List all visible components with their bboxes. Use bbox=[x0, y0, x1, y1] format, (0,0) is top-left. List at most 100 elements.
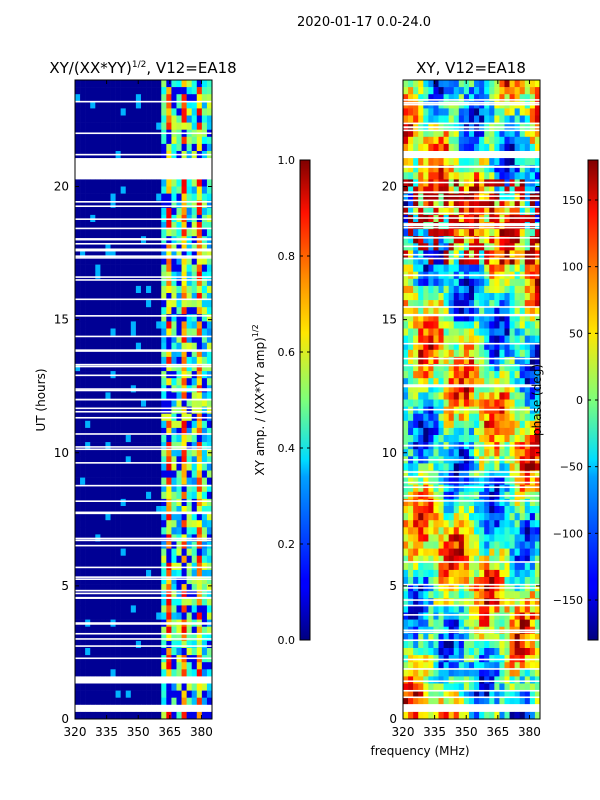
heatmap-cell bbox=[201, 321, 208, 329]
heatmap-cell bbox=[433, 349, 439, 358]
heatmap-cell bbox=[468, 633, 475, 642]
heatmap-cell bbox=[448, 534, 455, 542]
flagged-row bbox=[75, 484, 212, 487]
heatmap-cell bbox=[100, 108, 106, 116]
heatmap-cell bbox=[438, 676, 444, 684]
heatmap-cell bbox=[85, 285, 91, 294]
heatmap-cell bbox=[438, 385, 444, 393]
heatmap-cell bbox=[428, 399, 434, 407]
heatmap-cell bbox=[438, 136, 444, 145]
heatmap-cell bbox=[534, 612, 541, 620]
heatmap-cell bbox=[120, 477, 127, 485]
heatmap-cell bbox=[494, 690, 500, 698]
heatmap-cell bbox=[418, 569, 424, 578]
heatmap-cell bbox=[468, 151, 475, 159]
heatmap-cell bbox=[514, 364, 520, 372]
heatmap-cell bbox=[105, 293, 111, 301]
heatmap-cell bbox=[448, 151, 455, 159]
heatmap-cell bbox=[468, 278, 475, 287]
heatmap-cell bbox=[120, 584, 127, 592]
heatmap-cell bbox=[166, 293, 172, 301]
heatmap-cell bbox=[85, 498, 91, 507]
heatmap-cell bbox=[519, 236, 526, 244]
heatmap-cell bbox=[146, 200, 152, 209]
heatmap-cell bbox=[529, 328, 536, 336]
heatmap-cell bbox=[80, 378, 86, 386]
heatmap-cell bbox=[146, 378, 152, 386]
heatmap-cell bbox=[448, 392, 455, 400]
heatmap-cell bbox=[206, 257, 213, 265]
heatmap-cell bbox=[448, 527, 455, 535]
heatmap-cell bbox=[519, 278, 526, 287]
heatmap-cell bbox=[130, 364, 137, 372]
heatmap-cell bbox=[95, 662, 101, 670]
heatmap-cell bbox=[453, 498, 460, 507]
heatmap-cell bbox=[534, 555, 541, 564]
heatmap-cell bbox=[509, 207, 515, 216]
heatmap-cell bbox=[201, 193, 208, 201]
heatmap-cell bbox=[443, 513, 449, 521]
heatmap-cell bbox=[423, 470, 429, 478]
heatmap-cell bbox=[90, 569, 96, 578]
heatmap-cell bbox=[403, 136, 409, 145]
heatmap-cell bbox=[135, 172, 142, 180]
heatmap-cell bbox=[443, 356, 449, 365]
heatmap-cell bbox=[176, 285, 182, 294]
heatmap-cell bbox=[484, 605, 490, 613]
heatmap-cell bbox=[140, 314, 147, 322]
heatmap-cell bbox=[100, 300, 106, 308]
heatmap-cell bbox=[524, 229, 531, 237]
heatmap-cell bbox=[433, 236, 439, 244]
heatmap-cell bbox=[201, 243, 208, 251]
heatmap-cell bbox=[85, 591, 91, 599]
heatmap-cell bbox=[408, 477, 414, 485]
heatmap-cell bbox=[100, 307, 106, 315]
flagged-row bbox=[75, 448, 212, 451]
heatmap-cell bbox=[191, 477, 198, 485]
heatmap-cell bbox=[514, 385, 520, 393]
heatmap-cell bbox=[80, 94, 86, 102]
heatmap-cell bbox=[130, 285, 137, 294]
heatmap-cell bbox=[90, 172, 96, 180]
heatmap-cell bbox=[120, 399, 127, 407]
heatmap-cell bbox=[171, 626, 177, 635]
heatmap-cell bbox=[423, 80, 429, 88]
heatmap-cell bbox=[196, 307, 203, 315]
heatmap-cell bbox=[468, 229, 475, 237]
heatmap-cell bbox=[458, 413, 465, 422]
heatmap-cell bbox=[156, 605, 162, 613]
heatmap-cell bbox=[468, 477, 475, 485]
heatmap-cell bbox=[408, 541, 414, 549]
heatmap-cell bbox=[80, 271, 86, 280]
heatmap-cell bbox=[105, 158, 111, 166]
heatmap-cell bbox=[166, 591, 172, 599]
heatmap-cell bbox=[418, 413, 424, 422]
heatmap-cell bbox=[453, 399, 460, 407]
heatmap-cell bbox=[479, 335, 485, 343]
heatmap-cell bbox=[474, 648, 480, 656]
flagged-row bbox=[75, 566, 212, 569]
heatmap-cell bbox=[529, 143, 536, 152]
heatmap-cell bbox=[171, 640, 177, 649]
heatmap-cell bbox=[161, 264, 167, 272]
heatmap-cell bbox=[534, 413, 541, 422]
heatmap-cell bbox=[529, 300, 536, 308]
heatmap-cell bbox=[428, 498, 434, 507]
heatmap-cell bbox=[453, 598, 460, 606]
heatmap-cell bbox=[514, 683, 520, 691]
heatmap-cell bbox=[90, 229, 96, 237]
heatmap-cell bbox=[524, 612, 531, 620]
heatmap-cell bbox=[403, 207, 409, 216]
heatmap-cell bbox=[443, 385, 449, 393]
heatmap-cell bbox=[474, 314, 480, 322]
heatmap-cell bbox=[90, 555, 96, 564]
heatmap-cell bbox=[85, 669, 91, 677]
heatmap-cell bbox=[534, 264, 541, 272]
heatmap-cell bbox=[100, 527, 106, 535]
heatmap-cell bbox=[110, 293, 116, 301]
heatmap-cell bbox=[413, 115, 419, 123]
heatmap-cell bbox=[90, 349, 96, 358]
heatmap-cell bbox=[524, 633, 531, 642]
heatmap-cell bbox=[100, 690, 106, 698]
heatmap-cell bbox=[408, 158, 414, 166]
